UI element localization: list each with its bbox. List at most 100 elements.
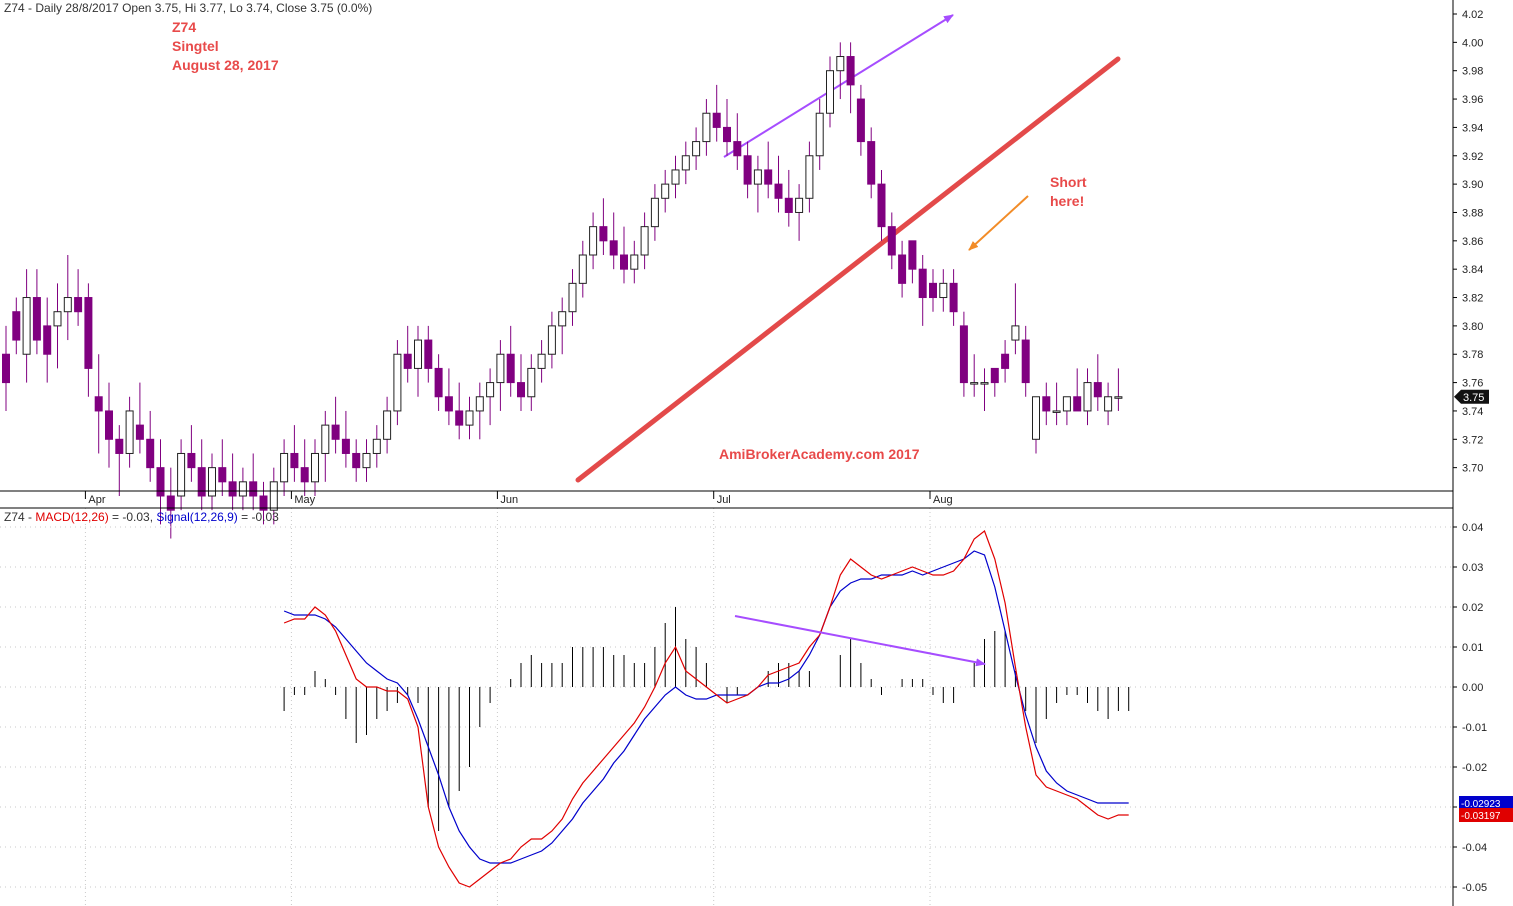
candle-body-down (146, 438, 155, 469)
last-price-marker: 3.75 (1454, 389, 1489, 404)
candle (959, 311, 968, 397)
candle (939, 269, 948, 312)
candle-body-up (547, 325, 556, 355)
candle-body-up (815, 112, 824, 157)
macd-last-value-markers: -0.02923-0.03197 (1459, 796, 1513, 822)
candle (414, 325, 422, 397)
candle-body-up (238, 481, 247, 497)
candle (115, 425, 124, 496)
macd-tick-label: 0.04 (1462, 522, 1483, 534)
candle (877, 169, 886, 241)
price-tick-label: 3.70 (1462, 463, 1483, 475)
candle-body-down (929, 282, 937, 299)
price-tick-label: 3.74 (1462, 406, 1483, 418)
candle-body-down (135, 424, 144, 440)
price-tick-label: 3.98 (1462, 66, 1483, 78)
macd-last-label: -0.03197 (1461, 811, 1501, 822)
candle-body-up (661, 183, 670, 199)
candle-body-down (908, 240, 917, 270)
candle (661, 169, 670, 213)
price-tick-label: 3.94 (1462, 122, 1483, 134)
candle-body-up (671, 169, 680, 185)
candle-body-up (1062, 396, 1071, 412)
candle-body-up (558, 311, 567, 327)
candle (208, 453, 216, 511)
candle-body-down (94, 396, 103, 412)
candle-body-up (321, 424, 330, 454)
candle (887, 212, 896, 270)
candle (22, 269, 31, 383)
candle (331, 396, 340, 454)
candle (393, 340, 402, 426)
price-tick-label: 3.96 (1462, 94, 1483, 106)
price-tick-label: 3.84 (1462, 264, 1483, 276)
macd-title-macd-value: = -0.03, (109, 510, 157, 524)
candle (547, 311, 556, 369)
candle-body-down (743, 155, 752, 185)
candle (918, 255, 927, 326)
candle-body-up (836, 56, 845, 72)
candle (135, 382, 144, 454)
candle (249, 453, 258, 511)
macd-tick-label: -0.04 (1462, 842, 1487, 854)
candle-body-up (208, 467, 216, 497)
candle (681, 141, 690, 185)
candle (949, 269, 958, 326)
candle-body-up (22, 297, 31, 355)
signal-last-label: -0.02923 (1461, 799, 1501, 810)
candle-body-down (723, 126, 731, 143)
candle-body-up (125, 410, 134, 454)
annotation-ticker: Z74 (172, 19, 196, 35)
candle-body-up (486, 382, 495, 398)
price-tick-label: 3.78 (1462, 349, 1483, 361)
candle (362, 439, 371, 482)
candle-body-up (589, 226, 598, 256)
month-tick-label: Jul (717, 494, 731, 506)
candle-body-down (197, 467, 206, 497)
price-tick-label: 4.00 (1462, 37, 1483, 49)
candle-body-up (393, 353, 402, 412)
candle-body-down (620, 254, 628, 270)
candle-body-down (455, 410, 464, 426)
candle-body-down (1093, 382, 1102, 398)
candle-body-down (105, 410, 113, 440)
watermark-text: AmiBrokerAcademy.com 2017 (719, 446, 920, 462)
candle-body-down (290, 452, 299, 469)
candle-body-down (341, 438, 350, 454)
price-divergence-arrow (723, 14, 954, 158)
macd-last-tag (1459, 808, 1513, 822)
price-title-symbol: Z74 (4, 1, 25, 15)
candle-body-up (372, 438, 381, 454)
candle (1073, 368, 1082, 412)
candle (12, 297, 21, 355)
candle-body-down (949, 282, 958, 313)
macd-divergence-arrow (734, 615, 986, 667)
price-tick-label: 3.76 (1462, 378, 1483, 390)
annotation-short-1: Short (1050, 174, 1087, 190)
candle-body-down (12, 311, 21, 341)
candle (908, 240, 917, 284)
candle (1083, 368, 1092, 426)
candle-body-up (640, 226, 649, 256)
candle-body-down (918, 268, 927, 299)
candle (63, 255, 72, 341)
candle (856, 84, 865, 156)
candle (929, 269, 937, 312)
candle (43, 297, 52, 383)
candle-body-up (53, 311, 62, 327)
candle-body-down (300, 467, 309, 483)
candle (990, 367, 999, 397)
candle-body-up (280, 452, 289, 483)
candle (311, 439, 319, 496)
price-tick-label: 3.72 (1462, 434, 1483, 446)
candle-body-down (403, 353, 412, 369)
candle (2, 325, 10, 411)
candle-body-up (1032, 396, 1040, 440)
candle-body-down (259, 495, 268, 511)
month-tick-label: Apr (88, 494, 105, 506)
candle-body-down (74, 297, 83, 313)
macd-title: Z74 - MACD(12,26) = -0.03, Signal(12,26,… (4, 510, 279, 524)
candle-body-up (1052, 410, 1061, 413)
macd-tick-label: 0.02 (1462, 602, 1483, 614)
